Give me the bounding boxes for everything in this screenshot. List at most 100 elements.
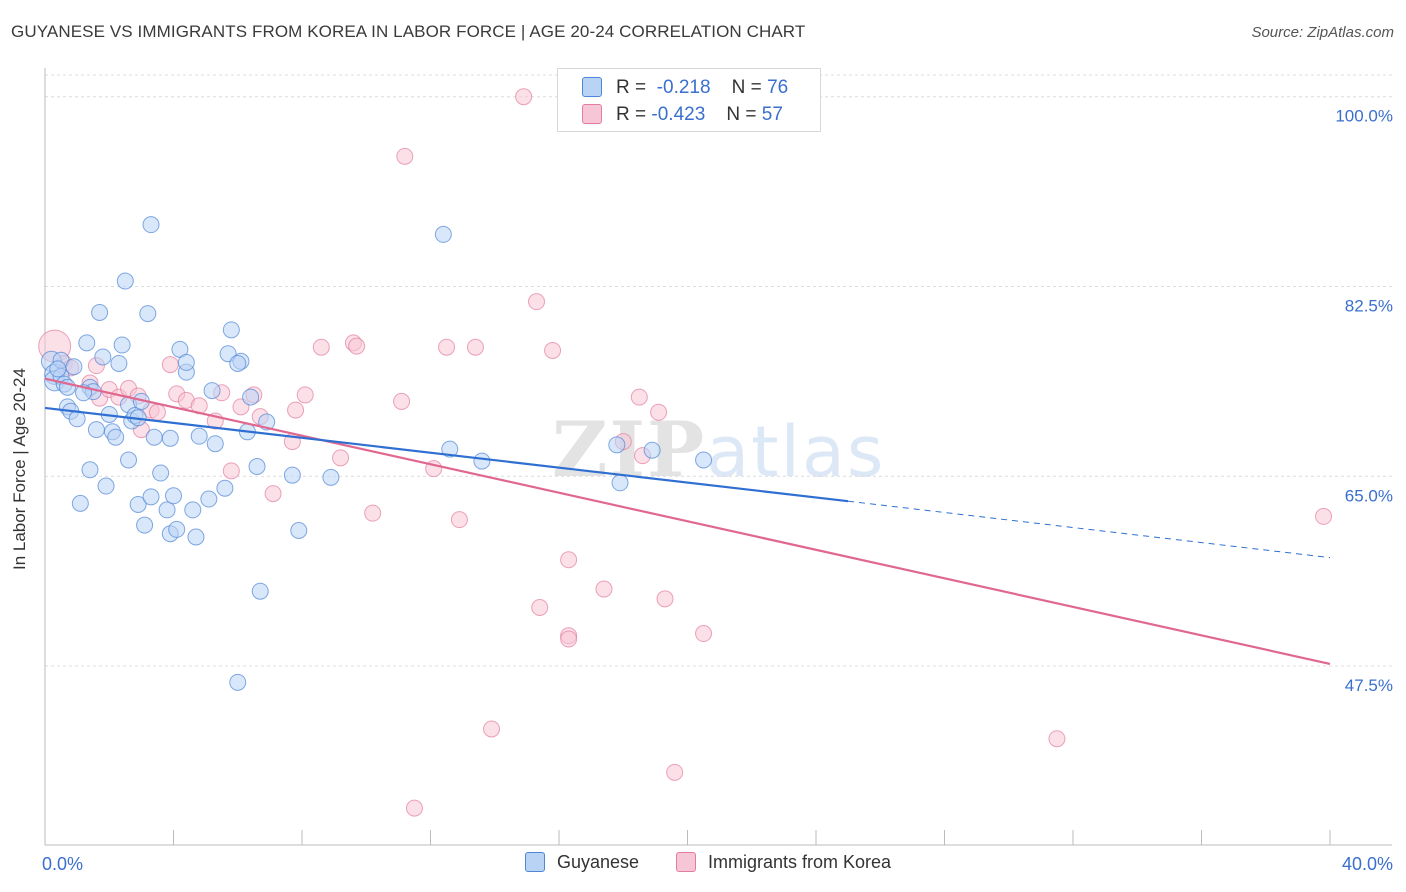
source-label: Source: ZipAtlas.com [1251, 24, 1394, 41]
r-value: -0.423 [651, 104, 706, 125]
guyanese-point [49, 360, 67, 378]
guyanese-point [158, 501, 176, 519]
guyanese-point [129, 495, 147, 513]
korea-point [528, 293, 546, 311]
legend-row-guyanese: R = -0.218 N = 76 [582, 77, 788, 99]
korea-point [1315, 507, 1333, 525]
trend-layer [44, 377, 1331, 665]
korea-point [438, 338, 456, 356]
korea-point [560, 630, 578, 648]
guyanese-points [40, 216, 713, 691]
korea-point [650, 403, 668, 421]
guyanese-point [643, 441, 661, 459]
guyanese-point [229, 354, 247, 372]
guyanese-point [608, 436, 626, 454]
bottom-legend-guyanese: Guyanese [525, 852, 639, 873]
r-label: R = [616, 104, 647, 125]
korea-point [222, 462, 240, 480]
guyanese-legend-label: Guyanese [557, 852, 640, 872]
guyanese-point [152, 464, 170, 482]
korea-swatch [582, 104, 602, 124]
guyanese-point [94, 348, 112, 366]
guyanese-point [97, 477, 115, 495]
n-value: 57 [761, 104, 783, 125]
korea-point [466, 338, 484, 356]
legend-row-korea: R = -0.423 N = 57 [582, 104, 783, 126]
korea-point [630, 388, 648, 406]
guyanese-point [242, 388, 260, 406]
y-tick-label: 65.0% [1345, 486, 1393, 505]
y-tick-label: 82.5% [1345, 296, 1393, 315]
korea-point [393, 392, 411, 410]
guyanese-point [91, 304, 109, 322]
korea-point [666, 763, 684, 781]
guyanese-point [177, 353, 195, 371]
guyanese-point [611, 474, 629, 492]
guyanese-point [251, 582, 269, 600]
guyanese-point [434, 225, 452, 243]
guyanese-point [190, 427, 208, 445]
korea-point [264, 485, 282, 503]
guyanese-point [248, 458, 266, 476]
n-label: N = [731, 77, 762, 98]
guyanese-point [695, 451, 713, 469]
r-label: R = [616, 77, 647, 98]
watermark: ZIPatlas [552, 405, 885, 494]
guyanese-point [216, 479, 234, 497]
guyanese-point [120, 451, 138, 469]
grid-layer [45, 74, 1392, 667]
y-tick-label: 100.0% [1335, 107, 1393, 126]
guyanese-trend-line [44, 406, 849, 503]
korea-point [364, 504, 382, 522]
guyanese-point [473, 452, 491, 470]
guyanese-point [81, 461, 99, 479]
korea-point [332, 449, 350, 467]
guyanese-point [136, 516, 154, 534]
guyanese-point [222, 321, 240, 339]
korea-point [595, 580, 613, 598]
guyanese-point [322, 468, 340, 486]
guyanese-point [206, 435, 224, 453]
axis-layer [44, 68, 1392, 846]
guyanese-point [78, 334, 96, 352]
correlation-legend: R = -0.218 N = 76 R = -0.423 N = 57 [557, 68, 821, 132]
guyanese-point [65, 358, 83, 376]
guyanese-point [107, 428, 125, 446]
korea-point [161, 356, 179, 374]
guyanese-point [187, 528, 205, 546]
guyanese-point [203, 382, 221, 400]
korea-legend-swatch [676, 852, 696, 872]
guyanese-point [71, 494, 89, 512]
guyanese-point [283, 466, 301, 484]
korea-legend-label: Immigrants from Korea [708, 852, 892, 872]
guyanese-point [184, 501, 202, 519]
korea-points [38, 88, 1333, 817]
guyanese-point [165, 487, 182, 505]
guyanese-point [139, 305, 157, 323]
watermark-zip: ZIP [552, 405, 707, 494]
korea-point [544, 341, 562, 359]
x-tick-label: 0.0% [42, 854, 83, 874]
korea-point [312, 338, 330, 356]
korea-point [515, 88, 533, 106]
guyanese-point [142, 216, 160, 234]
guyanese-point [116, 272, 134, 290]
korea-point [287, 401, 305, 419]
y-tick-label: 47.5% [1345, 676, 1393, 695]
tick-label-layer: 47.5% 65.0% 82.5% 100.0% 0.0% 40.0% [42, 107, 1393, 874]
guyanese-point [113, 336, 131, 354]
x-tick-label: 40.0% [1342, 854, 1393, 874]
korea-point [695, 625, 713, 643]
chart-title: GUYANESE VS IMMIGRANTS FROM KOREA IN LAB… [11, 22, 806, 41]
n-value: 76 [767, 77, 789, 98]
guyanese-point [161, 429, 179, 447]
guyanese-point [142, 488, 160, 506]
guyanese-point [87, 421, 105, 439]
korea-point [296, 386, 314, 404]
korea-point [560, 551, 578, 569]
guyanese-point [110, 354, 128, 372]
watermark-atlas: atlas [706, 411, 886, 493]
guyanese-legend-swatch [525, 852, 545, 872]
korea-point [483, 720, 501, 738]
korea-point [531, 598, 549, 616]
